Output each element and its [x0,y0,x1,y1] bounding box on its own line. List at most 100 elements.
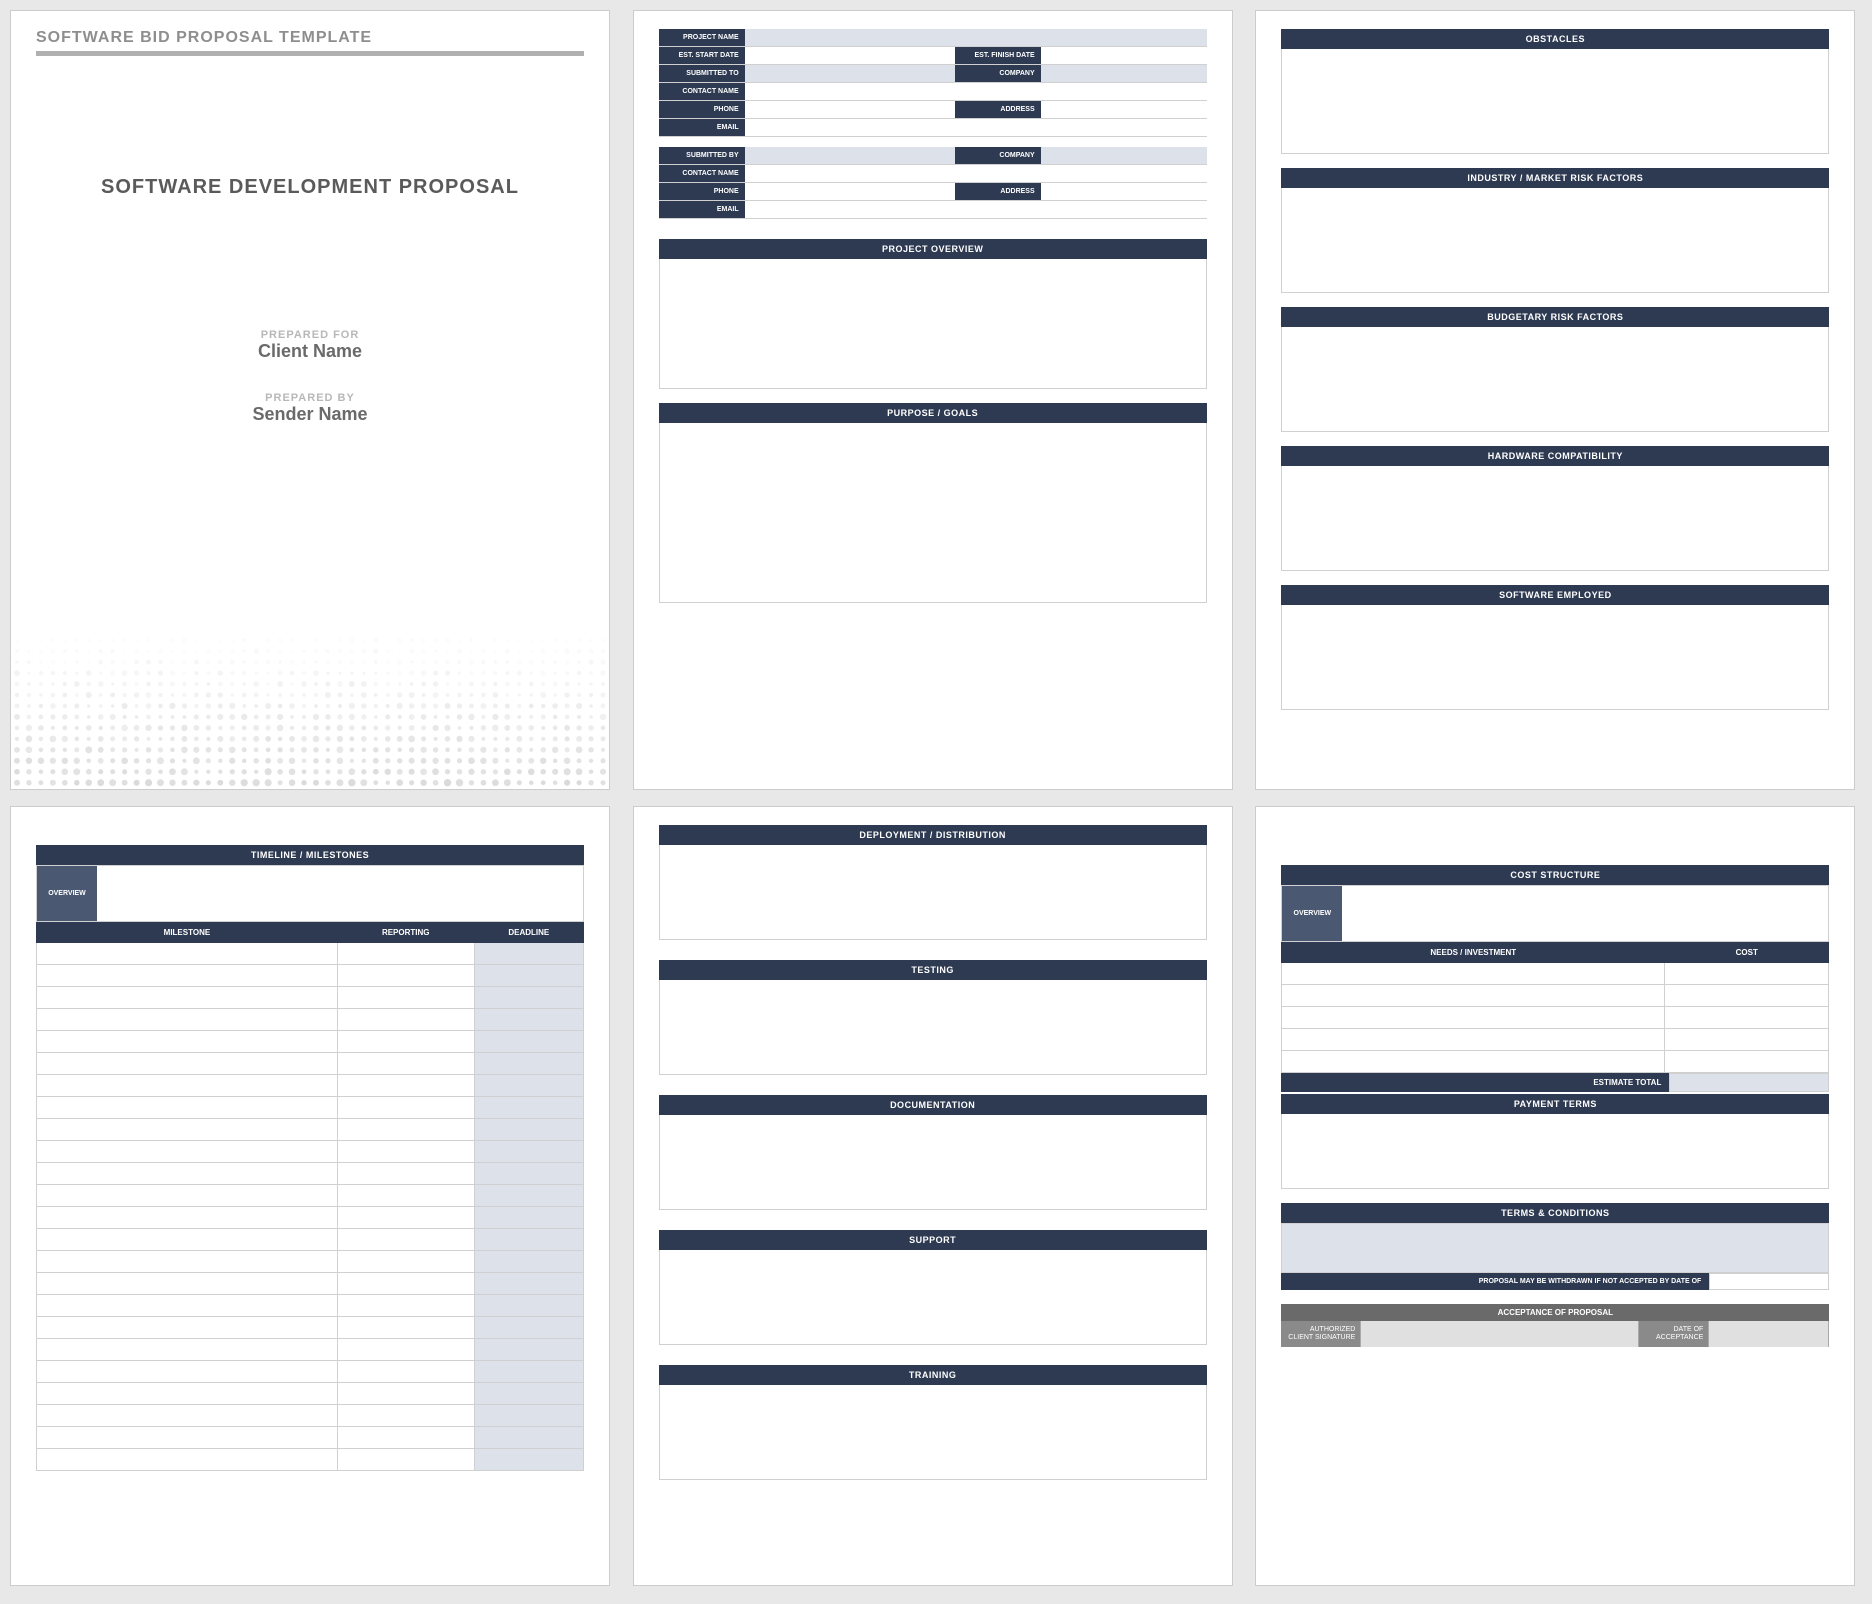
section-header: TRAINING [659,1365,1207,1385]
section-header: DOCUMENTATION [659,1095,1207,1115]
table-row [37,943,584,965]
template-header: SOFTWARE BID PROPOSAL TEMPLATE [36,29,584,47]
cell [337,987,474,1009]
table-row [37,1119,584,1141]
cell [337,943,474,965]
cell [337,1251,474,1273]
estimate-total-label: ESTIMATE TOTAL [1281,1073,1669,1092]
field-label: SUBMITTED TO [659,65,745,82]
submitted-to-form: PROJECT NAMEEST. START DATEEST. FINISH D… [659,29,1207,137]
field-label: PHONE [659,183,745,200]
field-label: COMPANY [955,147,1041,164]
prepared-for-value: Client Name [36,341,584,362]
cell [474,1229,583,1251]
cell [474,1163,583,1185]
field-label: PROJECT NAME [659,29,745,46]
cell [474,1009,583,1031]
cost-overview-row: OVERVIEW [1281,885,1829,942]
field-label: ADDRESS [955,183,1041,200]
section-header: INDUSTRY / MARKET RISK FACTORS [1281,168,1829,188]
proposal-title: SOFTWARE DEVELOPMENT PROPOSAL [36,176,584,199]
cell [1282,963,1665,985]
field-value [745,47,955,64]
payment-terms-header: PAYMENT TERMS [1281,1094,1829,1114]
cell [1665,1051,1829,1073]
sig-input-2 [1709,1321,1829,1347]
table-row [37,1053,584,1075]
field-value [745,101,955,118]
submitted-by-form: SUBMITTED BYCOMPANYCONTACT NAMEPHONEADDR… [659,147,1207,219]
overview-cell [97,866,583,921]
table-row [37,1075,584,1097]
field-label: EMAIL [659,201,745,218]
col-header: DEADLINE [474,923,583,943]
col-header: MILESTONE [37,923,338,943]
cell [337,1053,474,1075]
form-row: EST. START DATEEST. FINISH DATE [659,47,1207,65]
field-value [745,119,1207,136]
field-label: ADDRESS [955,101,1041,118]
field-value [745,201,1207,218]
section-box [659,1115,1207,1210]
cell [37,1273,338,1295]
section-header: SOFTWARE EMPLOYED [1281,585,1829,605]
cell [474,1405,583,1427]
cell [474,1317,583,1339]
table-row [37,1361,584,1383]
prepared-by-value: Sender Name [36,404,584,425]
field-value [745,183,955,200]
cell [37,943,338,965]
timeline-overview-row: OVERVIEW [36,865,584,922]
purpose-goals-header: PURPOSE / GOALS [659,403,1207,423]
cell [37,1009,338,1031]
form-row: PROJECT NAME [659,29,1207,47]
field-value [1041,101,1207,118]
cell [337,1141,474,1163]
table-row [37,1009,584,1031]
cost-overview-label: OVERVIEW [1282,886,1342,941]
cell [474,1185,583,1207]
cell [37,1251,338,1273]
field-label: SUBMITTED BY [659,147,745,164]
cell [474,1075,583,1097]
cell [37,1163,338,1185]
field-value [1041,65,1207,82]
field-value [745,83,1207,100]
table-row [37,1317,584,1339]
cell [337,1273,474,1295]
form-row: SUBMITTED TOCOMPANY [659,65,1207,83]
sig-label-2: DATE OFACCEPTANCE [1639,1321,1709,1347]
cell [1665,963,1829,985]
section-header: TESTING [659,960,1207,980]
cell [474,1053,583,1075]
field-value [1041,183,1207,200]
cell [1665,1029,1829,1051]
cell [337,1229,474,1251]
withdraw-date [1709,1273,1829,1290]
page-3-risks: OBSTACLESINDUSTRY / MARKET RISK FACTORSB… [1255,10,1855,790]
cost-structure-header: COST STRUCTURE [1281,865,1829,885]
cost-overview-cell [1342,886,1828,941]
terms-conditions-header: TERMS & CONDITIONS [1281,1203,1829,1223]
cell [37,965,338,987]
cell [337,1119,474,1141]
table-row [1282,1007,1829,1029]
cell [474,1361,583,1383]
project-overview-box [659,259,1207,389]
field-label: CONTACT NAME [659,83,745,100]
acceptance-header: ACCEPTANCE OF PROPOSAL [1281,1304,1829,1321]
cell [37,1339,338,1361]
field-value [745,65,955,82]
cell [474,1427,583,1449]
estimate-total-value [1669,1073,1829,1092]
cell [474,1207,583,1229]
prepared-by-label: PREPARED BY [36,392,584,404]
section-header: HARDWARE COMPATIBILITY [1281,446,1829,466]
cell [37,987,338,1009]
table-row [1282,1029,1829,1051]
form-row: SUBMITTED BY COMPANY [659,147,1207,165]
cell [37,1185,338,1207]
overview-label: OVERVIEW [37,866,97,921]
cell [37,1075,338,1097]
decorative-dots [11,609,609,789]
